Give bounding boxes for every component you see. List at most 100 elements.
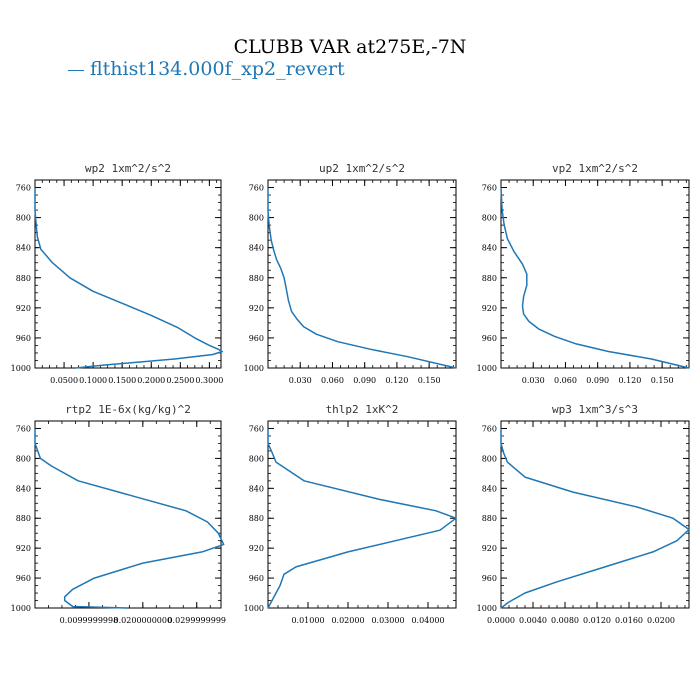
y-tick-label: 760 (249, 184, 264, 193)
legend: flthist134.000f_xp2_revert (68, 58, 345, 80)
panel-title: wp2 1xm^2/s^2 (85, 162, 171, 175)
y-tick-label: 1000 (477, 604, 497, 613)
x-tick-label: 0.120 (618, 376, 641, 385)
y-tick-label: 920 (249, 304, 264, 313)
y-tick-label: 800 (249, 454, 264, 463)
panel-1: wp2 1xm^2/s^2 760 800 840 880 920 960 1000 0.050… (11, 162, 224, 385)
panel-title: thlp2 1xK^2 (326, 403, 399, 416)
panel-title: vp2 1xm^2/s^2 (552, 162, 638, 175)
legend-swatch (68, 69, 84, 71)
x-tick-label: 0.0500 (50, 376, 78, 385)
x-tick-label: 0.030 (522, 376, 545, 385)
x-tick-label: 0.0200000000 (114, 616, 173, 625)
series-line (34, 187, 223, 369)
x-tick-label: 0.0000 (487, 616, 515, 625)
x-tick-label: 0.0099999998 (60, 616, 119, 625)
y-tick-label: 1000 (244, 604, 264, 613)
y-tick-label: 960 (482, 334, 497, 343)
plot-frame (267, 179, 457, 369)
x-tick-label: 0.150 (651, 376, 674, 385)
x-tick-label: 0.3000 (195, 376, 223, 385)
y-tick-label: 920 (249, 544, 264, 553)
x-tick-label: 0.04000 (411, 616, 444, 625)
y-tick-label: 760 (249, 424, 264, 433)
x-tick-label: 0.060 (321, 376, 344, 385)
y-tick-label: 800 (249, 214, 264, 223)
x-tick-label: 0.01000 (291, 616, 324, 625)
panel-5: thlp2 1xK^2 760 800 840 880 920 960 1000 0.01000… (244, 403, 457, 625)
y-tick-label: 840 (482, 484, 497, 493)
y-tick-label: 880 (16, 514, 31, 523)
y-tick-label: 920 (482, 304, 497, 313)
y-tick-label: 880 (16, 274, 31, 283)
x-tick-label: 0.0040 (519, 616, 547, 625)
x-tick-label: 0.0160 (615, 616, 643, 625)
x-tick-label: 0.150 (418, 376, 441, 385)
panel-4: rtp2 1E-6x(kg/kg)^2 760 800 840 880 920 960 100… (11, 403, 226, 625)
x-tick-label: 0.1000 (79, 376, 107, 385)
plot-frame (34, 420, 222, 609)
series-line (500, 187, 690, 369)
x-tick-label: 0.0120 (583, 616, 611, 625)
x-tick-label: 0.090 (586, 376, 609, 385)
y-tick-label: 760 (16, 184, 31, 193)
x-tick-label: 0.090 (353, 376, 376, 385)
x-tick-label: 0.02000 (331, 616, 364, 625)
x-tick-label: 0.0080 (551, 616, 579, 625)
y-tick-label: 880 (482, 274, 497, 283)
panel-6: wp3 1xm^3/s^3 760 800 840 880 920 960 1000 0.000… (477, 403, 690, 625)
figure-title: CLUBB VAR at275E,-7N (233, 36, 467, 58)
legend-label: flthist134.000f_xp2_revert (90, 58, 345, 80)
plot-frame (500, 179, 690, 369)
x-tick-label: 0.120 (385, 376, 408, 385)
y-tick-label: 960 (249, 334, 264, 343)
y-tick-label: 800 (482, 454, 497, 463)
panel-title: wp3 1xm^3/s^3 (552, 403, 638, 416)
y-tick-label: 960 (16, 574, 31, 583)
series-line (34, 428, 225, 609)
x-tick-label: 0.03000 (371, 616, 404, 625)
x-tick-label: 0.0299999999 (167, 616, 226, 625)
y-tick-label: 800 (16, 214, 31, 223)
x-tick-label: 0.060 (554, 376, 577, 385)
y-tick-label: 840 (16, 244, 31, 253)
series-line (500, 428, 690, 609)
panel-title: up2 1xm^2/s^2 (319, 162, 405, 175)
x-tick-label: 0.0200 (647, 616, 675, 625)
x-tick-label: 0.2000 (137, 376, 165, 385)
y-tick-label: 1000 (11, 364, 31, 373)
x-tick-label: 0.1500 (108, 376, 136, 385)
y-tick-label: 960 (249, 574, 264, 583)
y-tick-label: 840 (249, 484, 264, 493)
panel-2: up2 1xm^2/s^2 760 800 840 880 920 960 1000 0.030… (244, 162, 457, 385)
y-tick-label: 960 (16, 334, 31, 343)
y-tick-label: 1000 (244, 364, 264, 373)
y-tick-label: 920 (16, 544, 31, 553)
y-tick-label: 760 (482, 184, 497, 193)
x-tick-label: 0.030 (289, 376, 312, 385)
series-line (267, 187, 457, 369)
x-tick-label: 0.2500 (166, 376, 194, 385)
y-tick-label: 840 (249, 244, 264, 253)
plot-frame (34, 179, 222, 369)
y-tick-label: 800 (16, 454, 31, 463)
y-tick-label: 920 (482, 544, 497, 553)
y-tick-label: 760 (482, 424, 497, 433)
y-tick-label: 1000 (477, 364, 497, 373)
y-tick-label: 960 (482, 574, 497, 583)
y-tick-label: 840 (482, 244, 497, 253)
y-tick-label: 880 (249, 514, 264, 523)
y-tick-label: 920 (16, 304, 31, 313)
y-tick-label: 760 (16, 424, 31, 433)
panel-title: rtp2 1E-6x(kg/kg)^2 (65, 403, 191, 416)
panel-3: vp2 1xm^2/s^2 760 800 840 880 920 960 1000 0.030… (477, 162, 690, 385)
plot-frame (500, 420, 690, 609)
plot-frame (267, 420, 457, 609)
y-tick-label: 880 (249, 274, 264, 283)
y-tick-label: 880 (482, 514, 497, 523)
y-tick-label: 1000 (11, 604, 31, 613)
y-tick-label: 800 (482, 214, 497, 223)
y-tick-label: 840 (16, 484, 31, 493)
series-line (267, 428, 457, 609)
